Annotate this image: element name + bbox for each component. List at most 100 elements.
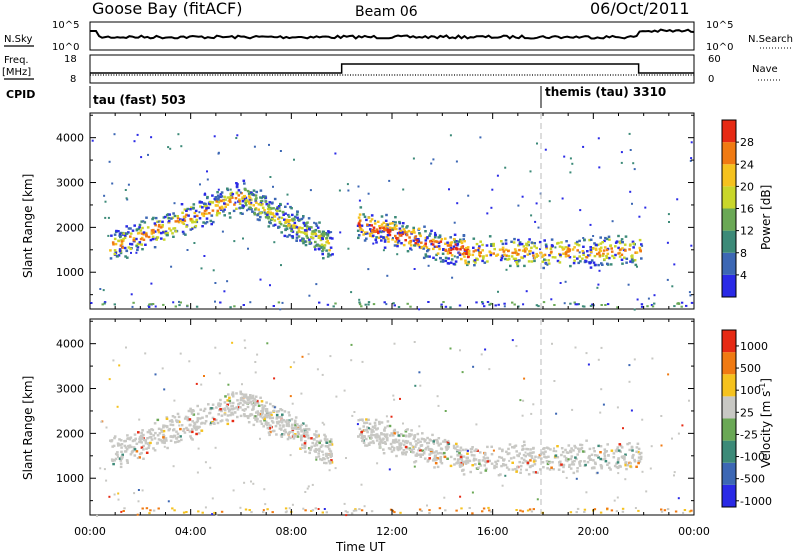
scatter-cell [192, 207, 195, 210]
scatter-cell [323, 244, 327, 247]
scatter-cell [426, 441, 429, 445]
scatter-cell [405, 226, 408, 229]
noise-cell [559, 282, 562, 284]
scatter-cell [467, 255, 470, 258]
scatter-cell [271, 201, 274, 204]
scatter-cell [290, 418, 294, 421]
scatter-cell [542, 466, 545, 469]
scatter-cell [109, 257, 113, 260]
scatter-cell [303, 445, 306, 448]
near-range-cell [680, 305, 683, 308]
noise-cell [273, 377, 276, 380]
scatter-cell [556, 456, 560, 459]
scatter-cell [322, 234, 325, 238]
scatter-cell [362, 441, 366, 444]
scatter-cell [322, 230, 325, 234]
scatter-cell [269, 212, 272, 216]
scatter-cell [590, 453, 594, 456]
scatter-cell [120, 239, 123, 242]
scatter-cell [157, 231, 161, 234]
noise-cell [273, 406, 276, 409]
noise-cell [537, 226, 540, 229]
scatter-cell [587, 456, 590, 459]
scatter-cell [619, 444, 623, 448]
scatter-cell [488, 459, 491, 463]
scatter-cell [120, 450, 123, 453]
scatter-cell [149, 436, 153, 439]
scatter-cell [361, 439, 364, 443]
scatter-cell [129, 227, 132, 230]
scatter-cell [295, 226, 299, 229]
scatter-cell [166, 231, 169, 235]
scatter-cell [472, 237, 476, 240]
scatter-cell [520, 457, 524, 460]
scatter-cell [634, 263, 638, 267]
noise-cell [404, 429, 407, 432]
scatter-cell [172, 428, 176, 431]
scatter-cell [594, 243, 598, 246]
scatter-cell [429, 240, 432, 243]
scatter-cell [162, 424, 165, 427]
scatter-cell [590, 250, 593, 253]
noise-cell [366, 232, 369, 235]
scatter-cell [244, 408, 247, 411]
scatter-cell [115, 229, 118, 233]
scatter-cell [512, 241, 516, 244]
scatter-cell [236, 415, 239, 419]
scatter-cell [270, 419, 274, 423]
scatter-cell [446, 241, 449, 244]
scatter-cell [435, 450, 438, 453]
noise-cell [167, 146, 170, 149]
scatter-cell [383, 434, 387, 437]
scatter-cell [402, 243, 406, 247]
scatter-cell [362, 425, 365, 428]
noise-cell [530, 412, 533, 415]
scatter-cell [295, 239, 298, 242]
noise-cell [650, 304, 653, 306]
scatter-cell [239, 401, 242, 405]
scatter-cell [390, 445, 394, 448]
noise-cell [517, 204, 520, 207]
noise-cell [574, 346, 577, 349]
scatter-cell [138, 226, 141, 229]
scatter-cell [119, 465, 123, 469]
scatter-cell [130, 445, 133, 449]
near-range-cell [606, 507, 609, 510]
scatter-cell [211, 201, 214, 204]
scatter-cell [628, 442, 631, 445]
scatter-cell [617, 246, 620, 250]
scatter-cell [309, 235, 313, 239]
near-range-cell [583, 508, 587, 511]
scatter-cell [589, 248, 593, 252]
scatter-cell [314, 447, 318, 451]
near-range-cell [250, 511, 253, 514]
near-range-cell [360, 305, 363, 308]
scatter-cell [416, 441, 420, 444]
scatter-cell [394, 240, 397, 243]
scatter-cell [249, 203, 252, 206]
noise-cell [579, 209, 582, 212]
scatter-cell [399, 229, 402, 232]
scatter-cell [422, 247, 425, 250]
noise-cell [486, 212, 489, 215]
scatter-cell [413, 461, 416, 464]
beam-title: Beam 06 [355, 4, 418, 20]
noise-cell [334, 152, 337, 155]
scatter-cell [183, 431, 187, 434]
scatter-cell [250, 396, 254, 399]
scatter-cell [239, 212, 243, 215]
scatter-cell [222, 210, 225, 213]
scatter-cell [515, 450, 518, 453]
scatter-cell [119, 244, 123, 247]
noise-cell [147, 153, 149, 156]
scatter-cell [581, 250, 585, 253]
scatter-cell [127, 444, 130, 448]
scatter-cell [637, 461, 640, 465]
scatter-cell [302, 221, 306, 225]
noise-cell [117, 492, 120, 495]
scatter-cell [586, 250, 589, 253]
scatter-cell [302, 422, 305, 425]
scatter-cell [618, 443, 622, 446]
scatter-cell [128, 438, 132, 441]
scatter-cell [180, 203, 184, 206]
